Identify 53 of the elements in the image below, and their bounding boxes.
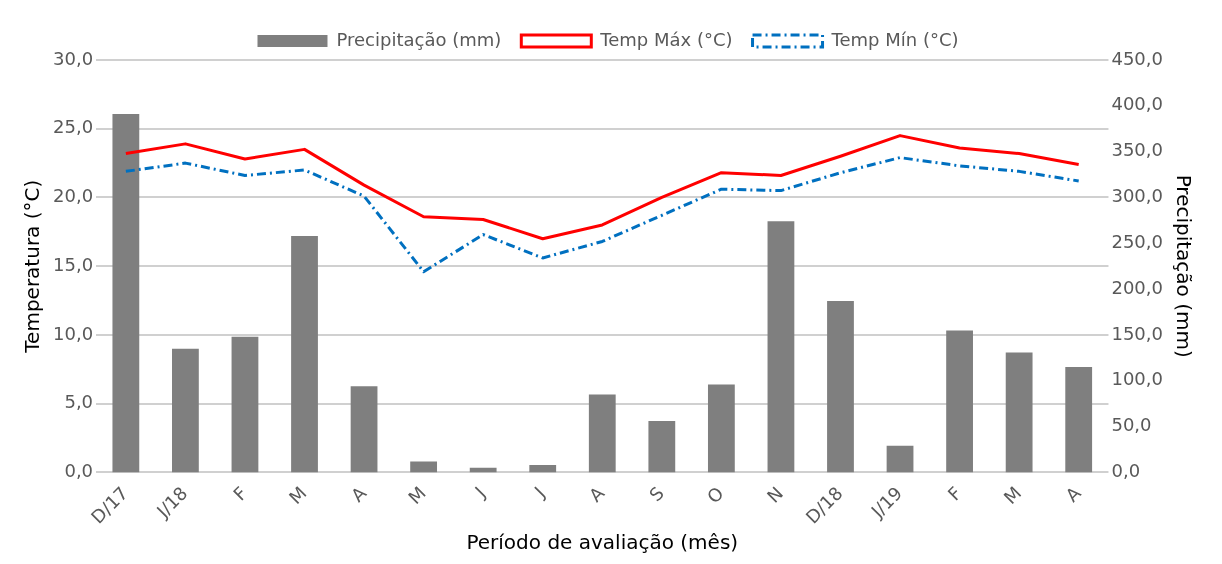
y-tick-label: 15,0 — [53, 253, 94, 275]
bar — [588, 394, 616, 473]
bar — [827, 301, 854, 473]
x-tick-label: S — [645, 482, 668, 506]
x-tick-label: M — [403, 482, 430, 509]
bar — [112, 114, 140, 473]
y2-tick-label: 200,0 — [1111, 276, 1163, 298]
bar — [946, 330, 973, 473]
y2-tick-label: 450,0 — [1111, 47, 1163, 69]
bar — [1065, 367, 1093, 473]
y-tick-label: 0,0 — [64, 460, 94, 482]
y-tick-label: 25,0 — [53, 116, 94, 138]
x-tick-label: M — [999, 482, 1026, 509]
x-tick-label: J — [529, 482, 549, 502]
y2-tick-label: 350,0 — [1111, 139, 1163, 161]
x-tick-label: A — [584, 481, 609, 506]
x-tick-label: A — [1061, 481, 1086, 506]
y2-tick-label: 0,0 — [1111, 460, 1141, 482]
x-tick-label: M — [284, 482, 311, 509]
line-series — [124, 156, 1081, 274]
x-axis-title: Período de avaliação (mês) — [466, 530, 739, 555]
bar — [886, 445, 914, 473]
y2-axis-title: Precipitação (mm) — [1171, 174, 1196, 358]
y-axis-title: Temperatura (°C) — [20, 179, 45, 354]
y-tick-label: 30,0 — [53, 47, 94, 69]
legend-label: Temp Máx (°C) — [599, 28, 733, 50]
legend-label: Precipitação (mm) — [336, 28, 502, 50]
bar — [648, 421, 676, 473]
x-tick-label: N — [762, 482, 788, 507]
y-tick-label: 20,0 — [53, 185, 94, 207]
x-tick-label: J — [469, 482, 490, 502]
bar — [410, 461, 438, 473]
x-tick-label: F — [228, 482, 252, 505]
bar — [350, 386, 378, 473]
x-tick-label: F — [943, 482, 966, 505]
y2-tick-label: 50,0 — [1111, 414, 1152, 436]
bar — [231, 336, 259, 473]
bar — [767, 221, 795, 473]
x-tick-label: A — [346, 481, 371, 506]
bar — [172, 348, 199, 473]
y2-tick-label: 300,0 — [1111, 185, 1163, 207]
bar — [529, 465, 557, 473]
bar — [291, 235, 318, 473]
y-tick-label: 5,0 — [64, 391, 94, 413]
y2-tick-label: 250,0 — [1111, 230, 1163, 252]
x-tick-label: O — [702, 482, 728, 508]
legend-label: Temp Mín (°C) — [830, 28, 959, 50]
y2-tick-label: 400,0 — [1111, 93, 1163, 115]
y2-tick-label: 100,0 — [1111, 368, 1163, 390]
y-tick-label: 10,0 — [53, 322, 94, 344]
bar — [707, 384, 735, 473]
bar — [1005, 352, 1033, 473]
y2-tick-label: 150,0 — [1111, 322, 1163, 344]
